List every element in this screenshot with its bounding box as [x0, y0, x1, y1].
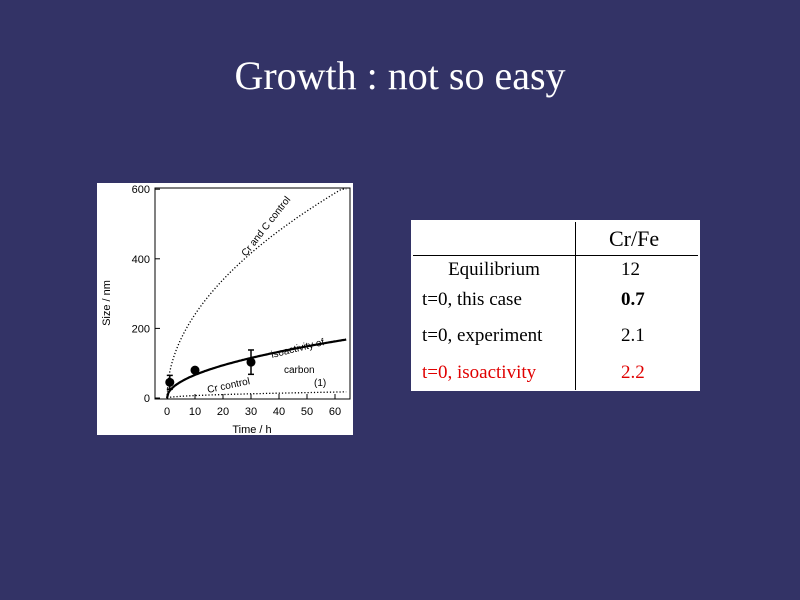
growth-chart-figure: Size / nm Time / h Cr and C control isoa…	[97, 183, 353, 435]
table-header-empty-cell	[413, 222, 576, 256]
data-point	[165, 377, 175, 387]
table-header-cr-fe: Cr/Fe	[575, 222, 698, 256]
x-tick-label: 20	[217, 406, 229, 418]
row-label-isoactivity: t=0, isoactivity	[413, 356, 576, 390]
cr-fe-table-box: Cr/Fe Equilibrium 12 t=0, this case 0.7 …	[411, 220, 700, 391]
curve-label-cr-c-control: Cr and C control	[240, 195, 293, 259]
x-axis-label: Time / h	[232, 424, 271, 435]
y-tick-label: 600	[132, 184, 150, 196]
curve-label-cr-control: Cr control	[206, 376, 251, 396]
x-tick-label: 50	[301, 406, 313, 418]
growth-chart: Size / nm Time / h Cr and C control isoa…	[101, 184, 351, 435]
y-axis-label: Size / nm	[101, 280, 113, 326]
x-tick-label: 60	[329, 406, 341, 418]
table-row: t=0, isoactivity 2.2	[413, 356, 698, 390]
x-tick-label: 0	[164, 406, 170, 418]
data-point	[190, 365, 200, 375]
x-tick-label: 30	[245, 406, 257, 418]
cr-fe-ratio-table: Cr/Fe Equilibrium 12 t=0, this case 0.7 …	[413, 222, 698, 390]
row-value-experiment: 2.1	[621, 325, 645, 346]
row-value-this-case: 0.7	[621, 289, 645, 310]
x-tick-label: 10	[189, 406, 201, 418]
row-value-isoactivity: 2.2	[621, 362, 645, 383]
table-row: t=0, experiment 2.1	[413, 316, 698, 356]
y-tick-label: 0	[144, 393, 150, 405]
row-label-this-case: t=0, this case	[413, 284, 576, 316]
curve-label-marker: (1)	[314, 378, 326, 389]
slide-title: Growth : not so easy	[234, 53, 566, 98]
x-tick-label: 40	[273, 406, 285, 418]
curve-cr-control	[166, 391, 347, 399]
data-point	[246, 357, 256, 367]
table-row: t=0, this case 0.7	[413, 284, 698, 316]
row-value-equilibrium: 12	[621, 259, 640, 280]
row-label-experiment: t=0, experiment	[413, 316, 576, 356]
y-tick-label: 400	[132, 254, 150, 266]
y-tick-label: 200	[132, 323, 150, 335]
curve-cr-c-control	[166, 188, 347, 399]
table-header-row: Cr/Fe	[413, 222, 698, 256]
curve-label-isoactivity-line2: carbon	[284, 365, 315, 376]
row-label-equilibrium: Equilibrium	[413, 255, 576, 284]
plot-frame	[154, 187, 351, 400]
table-row: Equilibrium 12	[413, 255, 698, 284]
